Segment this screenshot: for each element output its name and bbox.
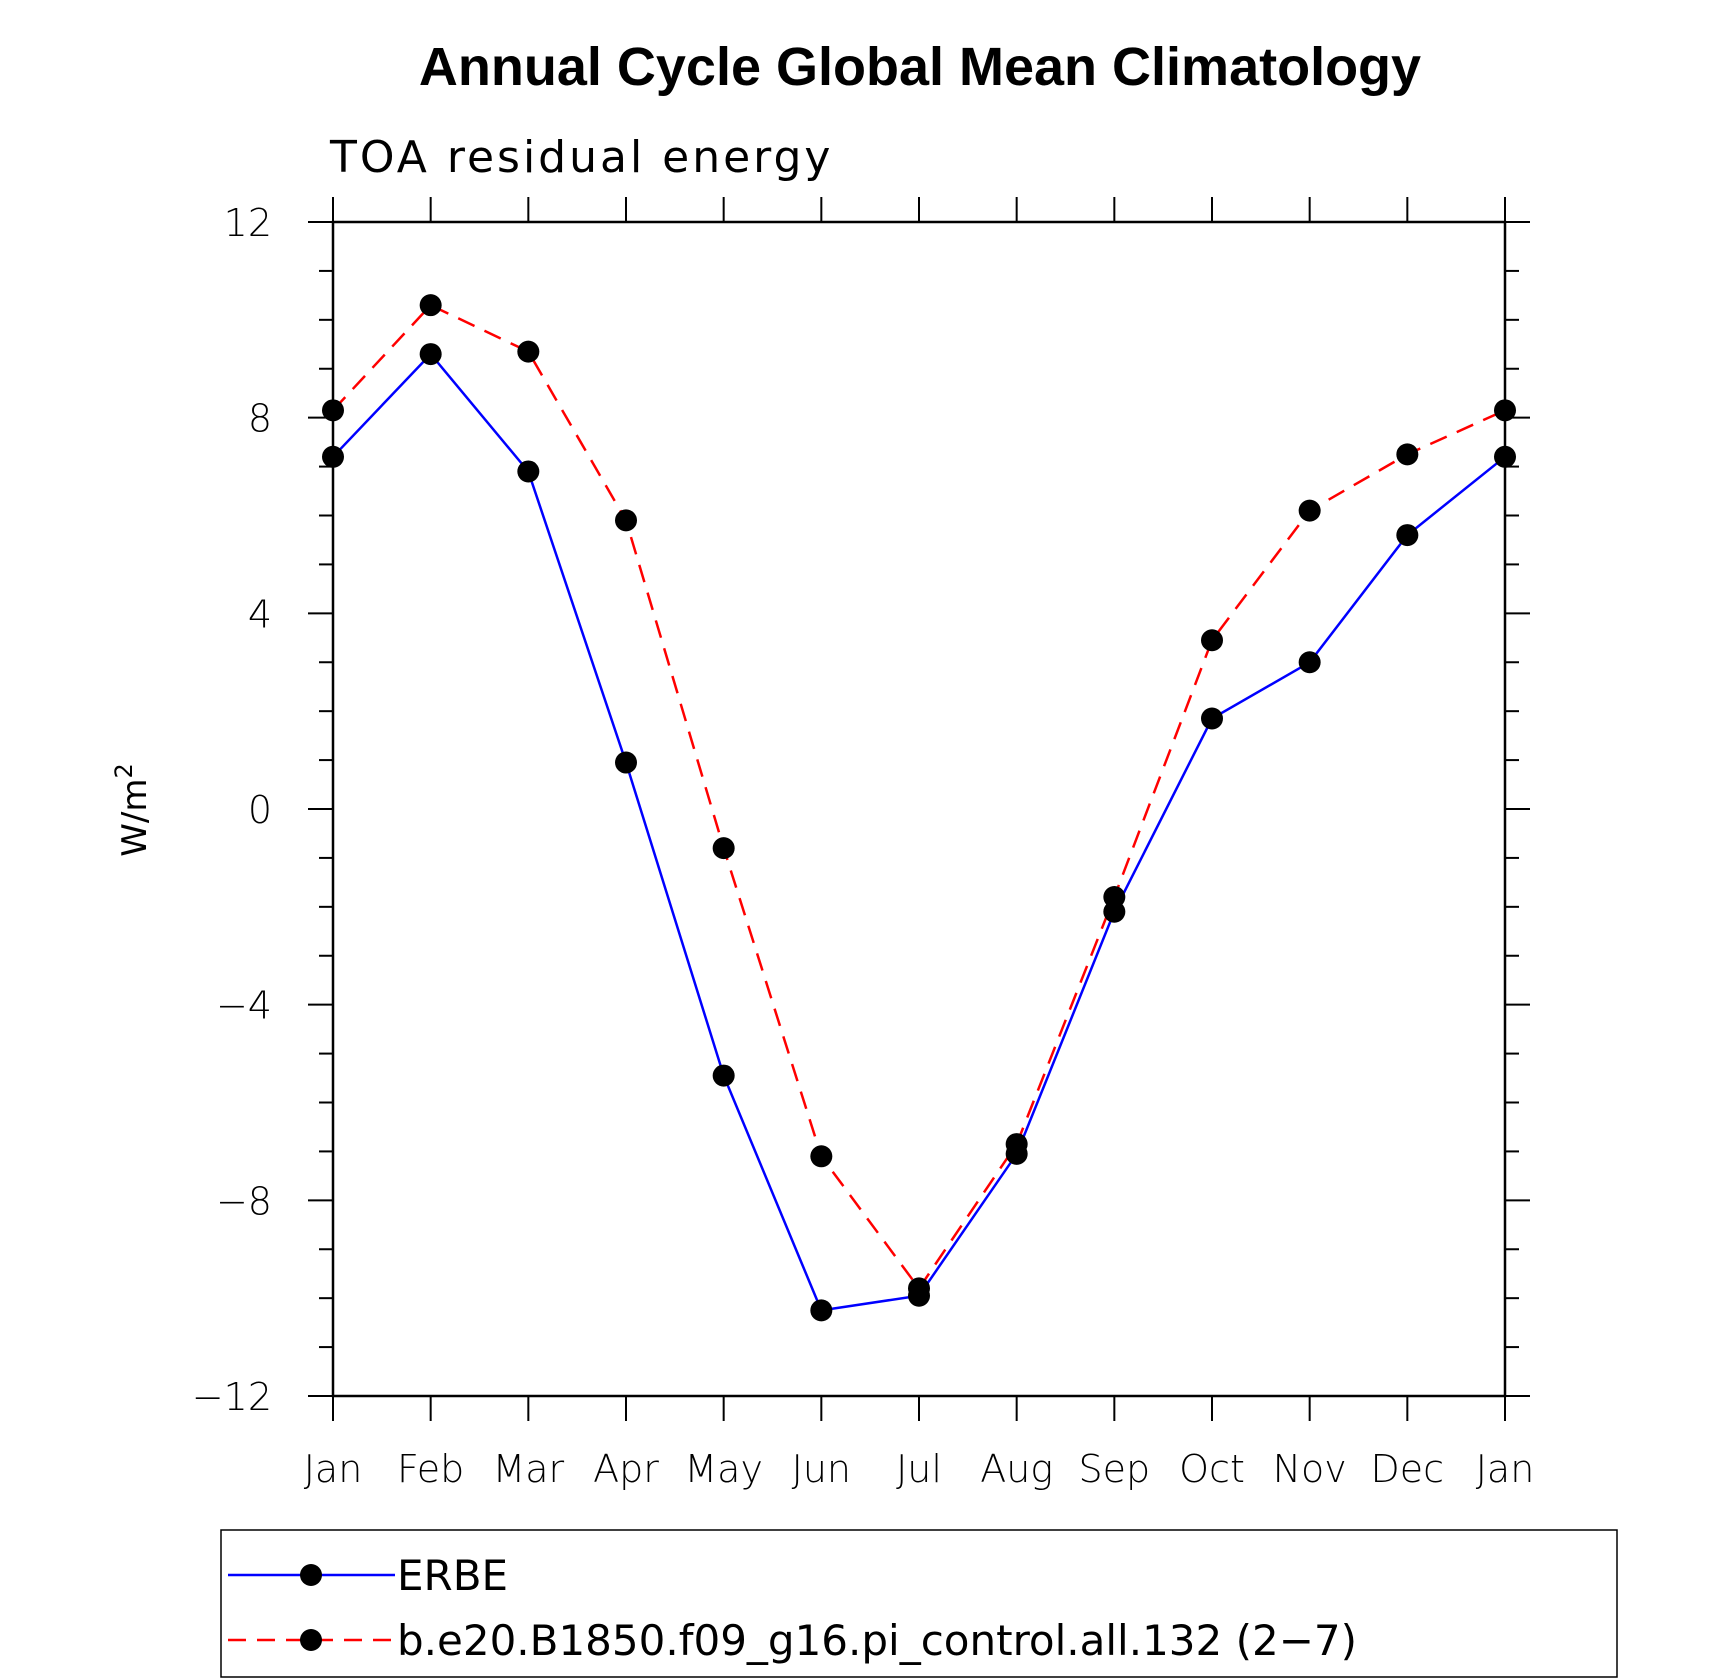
- y-tick-labels: −12 −8 −4 0 4 8 12: [192, 201, 272, 1419]
- series-points: [322, 294, 1516, 1322]
- legend-marker-erbe: [300, 1564, 322, 1586]
- data-point-series-1: [322, 399, 344, 422]
- data-point-series-1: [1396, 443, 1419, 466]
- x-tick-label: Jan: [304, 1447, 363, 1491]
- y-tick-label: 4: [248, 592, 272, 636]
- data-point-series-1: [1494, 399, 1516, 422]
- x-tick-label: Apr: [593, 1447, 659, 1491]
- y-tick-label: −8: [216, 1179, 272, 1223]
- legend-marker-model: [300, 1629, 322, 1651]
- x-tick-label: Jan: [1476, 1447, 1535, 1491]
- x-tick-label: Jul: [896, 1447, 942, 1491]
- data-point-series-0: [810, 1299, 833, 1322]
- plot-axes: [331, 220, 1507, 1398]
- data-point-series-1: [517, 340, 540, 363]
- data-point-series-1: [1298, 499, 1321, 522]
- y-axis-label-unit: W/m: [115, 779, 155, 857]
- x-tick-label: Oct: [1179, 1447, 1245, 1491]
- data-point-series-1: [1005, 1133, 1028, 1156]
- y-tick-label: 8: [248, 397, 272, 441]
- data-point-series-0: [419, 343, 442, 366]
- data-point-series-0: [1396, 524, 1419, 547]
- x-tick-labels: Jan Feb Mar Apr May Jun Jul Aug Sep Oct Nov Dec Jan: [304, 1447, 1535, 1491]
- series-line-0: [332, 352, 1506, 1312]
- data-point-series-0: [322, 445, 344, 468]
- series-lines: [332, 303, 1506, 1312]
- x-tick-label: Dec: [1371, 1447, 1445, 1491]
- x-tick-label: Jun: [792, 1447, 851, 1491]
- data-point-series-0: [615, 751, 637, 774]
- data-point-series-1: [712, 837, 735, 860]
- legend: ERBE b.e20.B1850.f09_g16.pi_control.all.…: [220, 1529, 1618, 1678]
- x-tick-label: Nov: [1273, 1447, 1347, 1491]
- y-tick-label: −4: [216, 984, 272, 1028]
- y-tick-label: −12: [192, 1375, 272, 1419]
- legend-label-erbe: ERBE: [397, 1551, 508, 1600]
- data-point-series-1: [419, 294, 442, 317]
- data-point-series-1: [810, 1145, 833, 1168]
- series-line-1: [332, 303, 1506, 1291]
- axis-ticks: [308, 197, 1530, 1421]
- data-point-series-0: [1201, 707, 1223, 730]
- x-tick-label: May: [684, 1447, 763, 1491]
- y-tick-label: 12: [224, 201, 272, 245]
- x-tick-label: Feb: [397, 1447, 464, 1491]
- x-tick-label: Sep: [1079, 1447, 1151, 1491]
- data-point-series-0: [712, 1064, 735, 1087]
- data-point-series-0: [1494, 445, 1516, 468]
- y-tick-label: 0: [248, 788, 272, 832]
- x-tick-label: Mar: [492, 1447, 564, 1491]
- data-point-series-1: [1103, 886, 1126, 909]
- y-axis-label-superscript: 2: [110, 763, 138, 778]
- data-point-series-1: [1201, 629, 1223, 652]
- plot-frame: [331, 220, 1507, 1398]
- x-tick-label: Aug: [980, 1447, 1053, 1491]
- data-point-series-0: [1298, 651, 1321, 674]
- data-point-series-1: [908, 1277, 930, 1300]
- chart-title: Annual Cycle Global Mean Climatology: [419, 37, 1421, 97]
- chart-subtitle: TOA residual energy: [329, 132, 833, 183]
- legend-label-model: b.e20.B1850.f09_g16.pi_control.all.132 (…: [397, 1616, 1357, 1665]
- data-point-series-1: [615, 509, 637, 532]
- legend-box: [220, 1529, 1618, 1678]
- data-point-series-0: [517, 460, 540, 483]
- y-axis-label: W/m2: [110, 763, 155, 856]
